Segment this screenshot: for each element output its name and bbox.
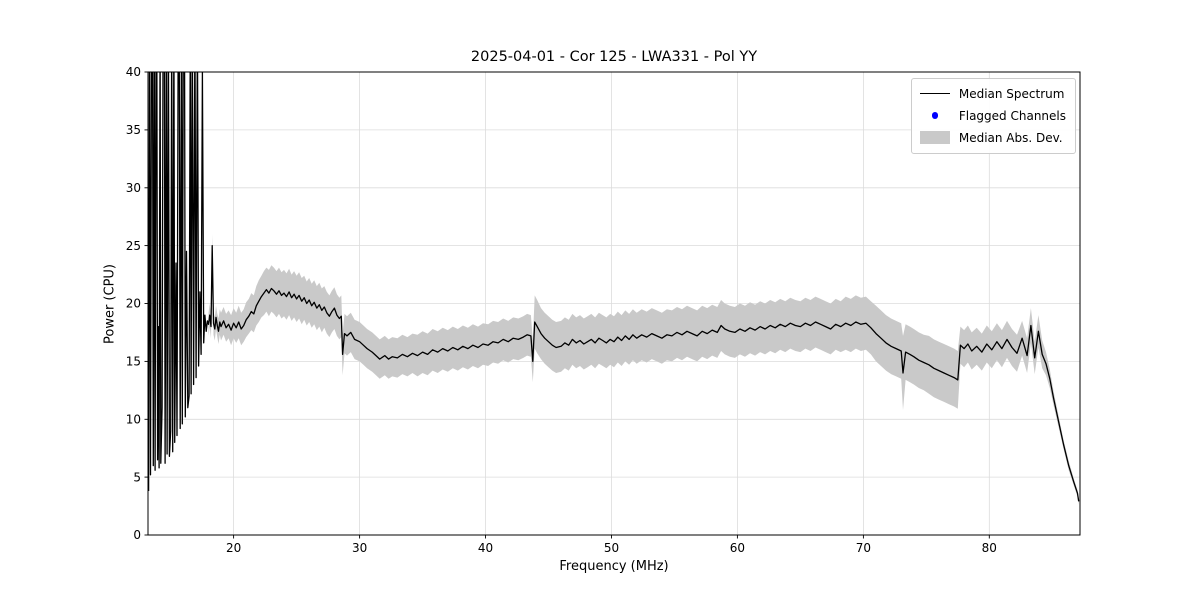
legend-label: Median Abs. Dev. (958, 130, 1063, 145)
y-axis-tick-label: 40 (126, 65, 141, 79)
x-axis-tick-label: 80 (982, 541, 997, 555)
legend: Median Spectrum Flagged Channels Median … (910, 78, 1076, 154)
legend-item-median-spectrum: Median Spectrum (919, 85, 1066, 102)
y-axis-tick-label: 0 (133, 528, 141, 542)
x-axis-tick-label: 30 (352, 541, 367, 555)
y-axis-tick-label: 35 (126, 123, 141, 137)
median-spectrum-line (148, 72, 1080, 502)
legend-label: Median Spectrum (958, 86, 1065, 101)
mad-band (208, 234, 1079, 505)
y-axis-tick-label: 20 (126, 297, 141, 311)
median-abs-dev-patch-icon (919, 131, 950, 144)
legend-item-median-abs-dev: Median Abs. Dev. (919, 129, 1066, 146)
median-spectrum-line-icon (919, 93, 950, 94)
x-axis-tick-label: 20 (226, 541, 241, 555)
y-axis-tick-label: 5 (133, 470, 141, 484)
y-axis-tick-label: 15 (126, 355, 141, 369)
y-axis-tick-label: 30 (126, 181, 141, 195)
x-axis-label: Frequency (MHz) (559, 559, 669, 574)
chart-title: 2025-04-01 - Cor 125 - LWA331 - Pol YY (470, 49, 758, 65)
flagged-channels-dot-icon (920, 112, 950, 119)
legend-item-flagged-channels: Flagged Channels (920, 107, 1066, 124)
y-axis-tick-label: 10 (126, 413, 141, 427)
x-axis-tick-label: 70 (856, 541, 871, 555)
y-axis-tick-label: 25 (126, 239, 141, 253)
legend-label: Flagged Channels (958, 108, 1066, 123)
x-axis-tick-label: 50 (604, 541, 619, 555)
x-axis-tick-label: 40 (478, 541, 493, 555)
y-axis-label: Power (CPU) (102, 263, 118, 345)
x-axis-tick-label: 60 (730, 541, 745, 555)
